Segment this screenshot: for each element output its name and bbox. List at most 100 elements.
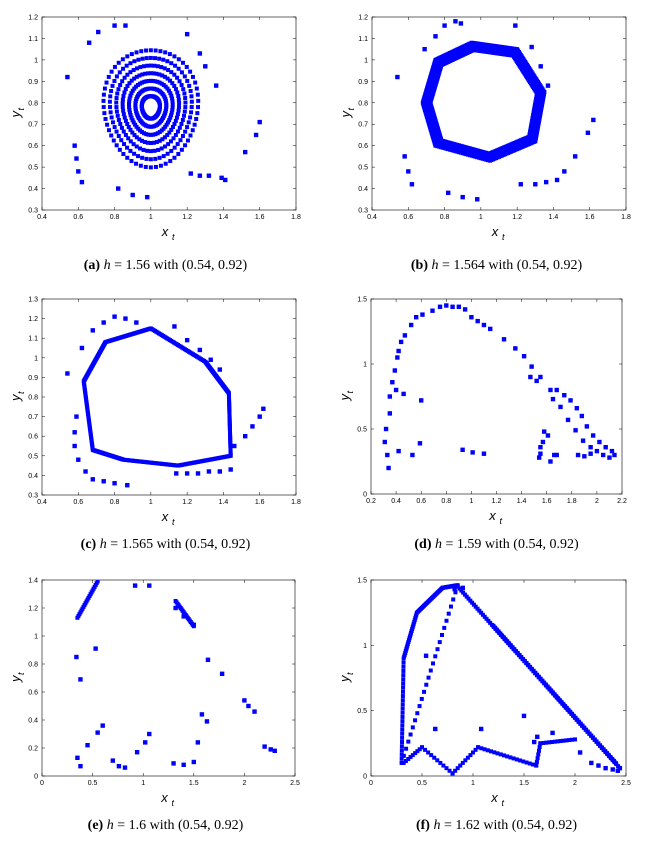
x-axis-label: x [491,224,499,239]
orbit-marker [114,129,119,134]
x-tick-label: 2.5 [621,780,631,787]
orbit-marker [400,740,405,745]
data-point [528,374,533,380]
orbit-marker [134,66,139,71]
orbit-marker [514,757,519,762]
orbit-marker [172,54,177,59]
orbit-marker [196,105,201,110]
orbit-marker [176,151,181,156]
orbit-marker [182,74,187,79]
caption-c-tail: with (0.54, 0.92) [153,537,251,552]
orbit-marker [128,148,133,153]
data-point [423,653,429,658]
orbit-marker [195,92,200,97]
orbit-marker [437,640,442,645]
orbit-marker [457,586,462,591]
data-point [228,467,233,472]
y-tick-label: 0.5 [28,165,38,172]
orbit-marker [175,90,180,95]
caption-b-label: (b) [410,258,428,273]
orbit-marker [136,57,141,62]
orbit-marker [168,139,173,144]
caption-c-label: (c) [80,537,97,552]
data-point [85,743,90,748]
x-tick-label: 0.4 [367,214,377,221]
x-tick-label: 1.2 [492,498,502,505]
orbit-marker [400,689,405,694]
orbit-marker [128,113,133,118]
orbit-marker [455,584,460,589]
data-point [181,762,186,767]
orbit-marker [442,625,447,630]
orbit-marker [106,74,111,79]
data-point [203,64,208,69]
orbit-marker [161,154,166,159]
orbit-marker [145,148,150,153]
plot-frame [370,579,627,777]
data-point [257,119,262,125]
caption-d-label: (d) [414,537,432,552]
orbit-marker [101,92,106,97]
orbit-marker [137,137,142,142]
data-point [79,345,85,351]
orbit-marker [403,758,408,763]
orbit-marker [561,738,566,743]
orbit-marker [148,157,153,162]
orbit-marker [470,600,475,605]
data-point [554,177,560,183]
orbit-marker [146,71,151,76]
data-point [252,709,257,714]
data-point [204,719,210,724]
orbit-marker [148,165,153,170]
orbit-marker [400,702,405,707]
orbit-marker [178,138,183,143]
orbit-marker [101,98,106,103]
y-tick-label: 1 [364,57,368,64]
orbit-marker [438,760,443,765]
y-tick-label: 0.6 [358,143,368,150]
orbit-marker [119,138,124,143]
data-point [402,333,408,338]
orbit-marker [169,61,174,66]
orbit-marker [165,76,170,81]
orbit-marker [429,753,434,758]
chart-e: 0 0.5 1 1.5 2 2.500.20.40.60.811.21.4x tyt [8,578,300,809]
caption-e-hval: 1.6 [128,818,147,833]
data-point [208,357,213,362]
y-axis-subscript: t [345,391,355,394]
caption-c-h: h [99,537,107,552]
orbit-marker [401,660,406,665]
orbit-marker [157,155,162,160]
orbit-marker [140,138,145,143]
orbit-marker [172,145,177,150]
y-tick-label: 0.7 [28,414,38,421]
x-tick-label: 1.2 [512,214,522,221]
x-axis-subscript: t [502,232,505,242]
orbit-marker [159,65,164,70]
data-point [386,465,391,471]
orbit-marker [399,752,404,757]
caption-a-h: h [103,258,111,273]
orbit-marker [426,675,431,680]
data-point [442,23,447,28]
data-point [565,417,571,423]
orbit-marker [406,757,411,762]
orbit-marker [573,737,577,742]
chart-d: 0.2 0.4 0.6 0.8 1 1.2 1.4 1.6 1.8 2 2.200.511.5x ty… [337,297,627,527]
orbit-marker [426,750,431,755]
orbit-marker [400,714,405,719]
orbit-marker [116,117,121,122]
orbit-marker [116,60,121,65]
orbit-marker [160,73,165,78]
x-tick-label: 1.4 [219,214,229,221]
data-point [143,740,148,745]
caption-b-tail: with (0.54, 0.92) [484,258,583,273]
plot-b: 0.4 0.6 0.8 1 1.2 1.4 1.6 1.80.30.40.50.60.70.8… [338,15,631,243]
data-point [543,179,549,185]
orbit-marker [190,128,195,133]
data-point [383,426,389,432]
data-point [74,414,79,419]
orbit-marker [459,588,464,593]
orbit-marker [166,142,171,147]
orbit-marker [184,64,189,69]
